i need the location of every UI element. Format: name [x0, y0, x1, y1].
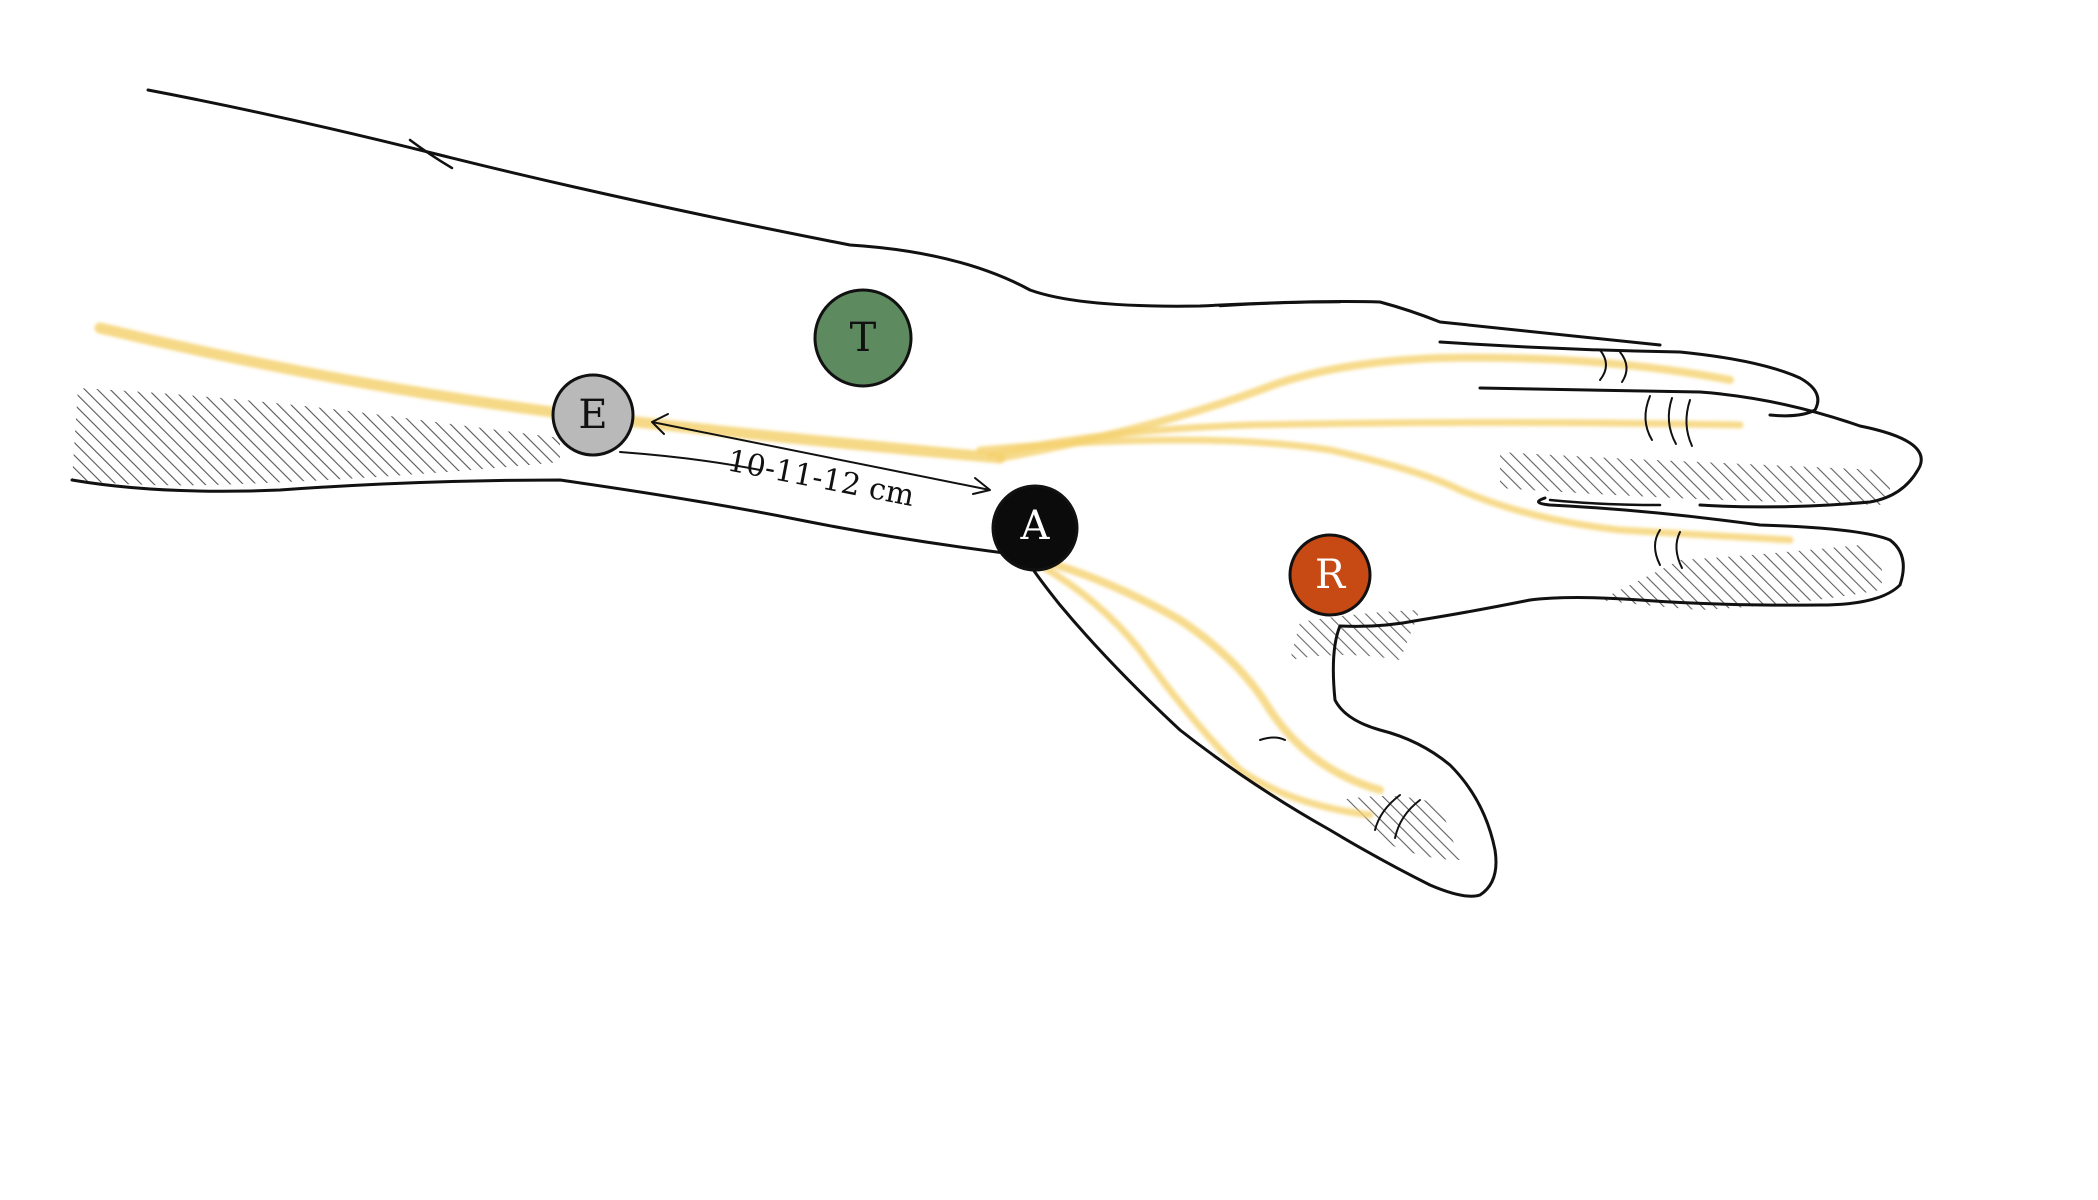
forearm-bottom-inner	[619, 451, 761, 471]
nerve-branch-middle-finger	[976, 436, 1794, 544]
electrode-A-circle	[991, 484, 1079, 572]
electrode-T-circle	[813, 288, 913, 388]
nerve-branch-thumb-upper	[1036, 556, 1384, 794]
middle-finger-top	[1537, 496, 1905, 607]
electrode-R-circle	[1288, 533, 1372, 617]
distance-label: 10-11-12 cm	[724, 443, 917, 514]
electrode-E-circle	[551, 373, 635, 457]
index-finger-shading	[1500, 452, 1890, 505]
knuckle-crease-1	[1599, 349, 1628, 383]
nerve-pathways	[94, 322, 1794, 819]
distance-arrowhead-start	[651, 413, 669, 435]
knuckle-crease-2	[1644, 395, 1693, 447]
distance-arrow-line	[651, 421, 991, 491]
nerve-branch-index-finger	[986, 419, 1744, 459]
nerve-branch-thumb-lower	[1036, 561, 1374, 819]
palm-shading	[1290, 610, 1420, 660]
palm-crease	[1259, 736, 1286, 741]
knuckle-line	[1218, 300, 1342, 308]
middle-finger-shading	[1600, 545, 1883, 610]
electrode-R-label: R	[1315, 552, 1347, 598]
forearm-bottom-contour	[70, 478, 1022, 557]
knuckle-crease-3	[1654, 529, 1683, 569]
electrode-A-label: A	[1020, 503, 1051, 549]
forearm-underside-shading	[72, 388, 560, 486]
electrode-T: T	[813, 288, 913, 388]
forearm-top-contour	[146, 88, 1662, 347]
electrode-E: E	[551, 373, 635, 457]
electrode-R: R	[1288, 533, 1372, 617]
forearm-top-contour-accent	[408, 138, 454, 170]
shading	[72, 388, 1890, 860]
thumb-shading	[1340, 796, 1460, 860]
middle-finger-bottom	[1338, 596, 1642, 628]
distance-arrowhead-end	[972, 477, 991, 495]
electrode-T-label: T	[850, 315, 877, 361]
thumb-contour	[1028, 563, 1498, 898]
arm-outline	[70, 88, 1923, 898]
electrode-E-label: E	[578, 392, 607, 438]
electrode-A: A	[991, 484, 1079, 572]
index-finger-bottom	[1548, 498, 1662, 507]
upper-finger-contour	[1438, 340, 1820, 418]
index-finger-top	[1478, 386, 1923, 509]
thumb-crease	[1374, 794, 1421, 839]
